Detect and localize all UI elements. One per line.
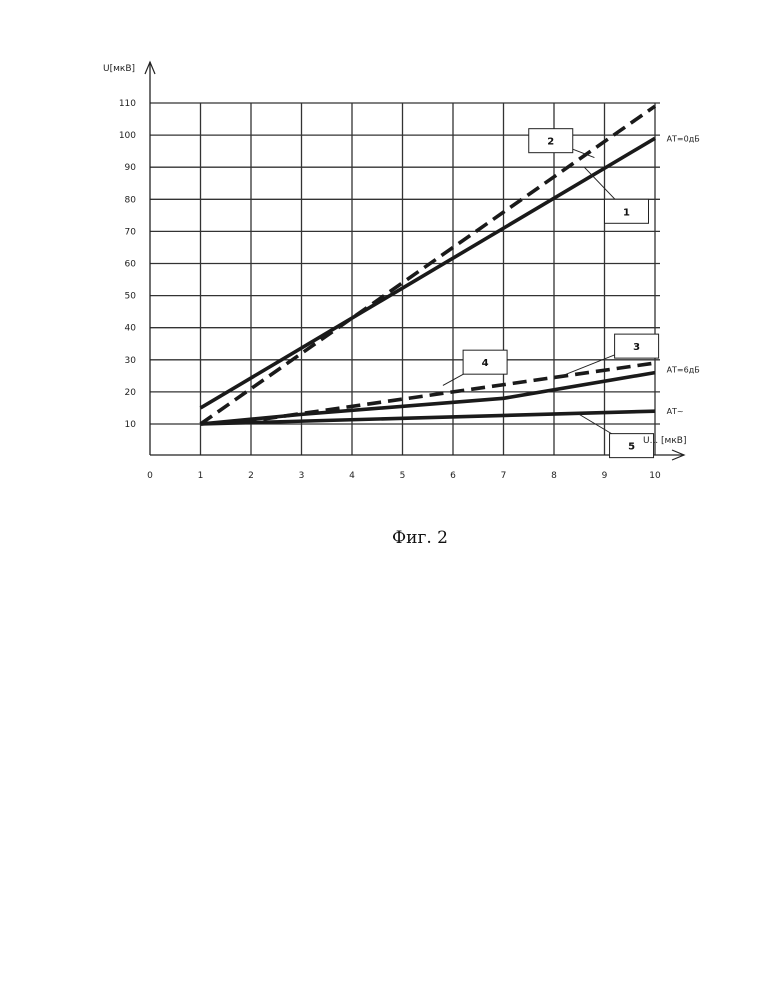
x-axis-label: U... [мкВ]	[643, 436, 686, 446]
annotations: АТ=0дБ АТ=6дБ АТ~	[667, 134, 700, 416]
line-annotation: АТ~	[667, 407, 684, 416]
series-lines	[201, 106, 656, 424]
y-axis-label: U[мкВ]	[103, 64, 135, 74]
y-tick-label: 70	[125, 227, 137, 237]
y-tick-label: 10	[125, 420, 137, 430]
y-tick-label: 100	[119, 131, 136, 141]
chart: 10 20 30 40 50 60 70 80 90 100 110 0 1 2 3 4 5 6 7 8 9 10 АТ=…	[0, 0, 780, 520]
y-tick-label: 110	[119, 99, 136, 109]
x-tick-label: 0	[147, 471, 153, 481]
line-annotation: АТ=0дБ	[667, 134, 700, 143]
x-tick-label: 1	[198, 471, 204, 481]
y-tick-label: 60	[125, 260, 137, 270]
x-tick-label: 5	[400, 471, 406, 481]
x-tick-label: 4	[349, 471, 355, 481]
y-tick-label: 40	[125, 324, 137, 334]
x-tick-label: 2	[248, 471, 254, 481]
x-tick-label: 8	[551, 471, 557, 481]
x-tick-label: 3	[299, 471, 305, 481]
callout-label-1: 1	[623, 207, 630, 218]
y-tick-label: 30	[125, 356, 137, 366]
y-tick-label: 50	[125, 292, 137, 302]
series-line-2	[201, 106, 656, 424]
x-tick-label: 6	[450, 471, 456, 481]
figure-caption: Фиг. 2	[0, 528, 780, 548]
x-tick-label: 10	[649, 471, 661, 481]
callout-label-5: 5	[628, 442, 635, 453]
series-line-1	[201, 138, 656, 408]
x-tick-label: 7	[501, 471, 507, 481]
x-tick-label: 9	[602, 471, 608, 481]
callout-label-4: 4	[482, 358, 489, 369]
y-tick-label: 80	[125, 195, 137, 205]
callout-label-3: 3	[633, 342, 640, 353]
y-tick-label: 20	[125, 388, 137, 398]
axes	[145, 62, 684, 460]
callout-label-2: 2	[547, 137, 554, 148]
line-annotation: АТ=6дБ	[667, 365, 700, 374]
y-tick-label: 90	[125, 163, 137, 173]
